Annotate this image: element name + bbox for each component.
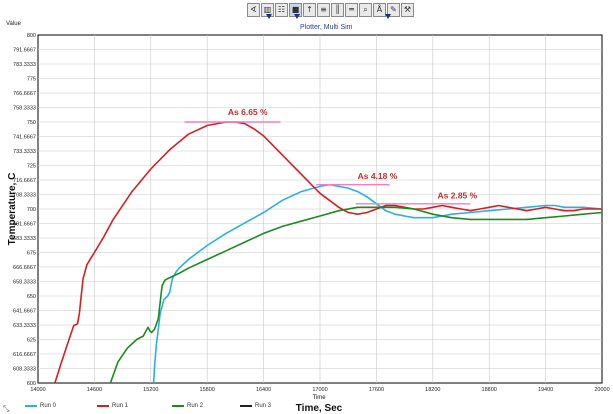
y-tick-label: 616.6667 [13,352,36,358]
y-tick-label: 775 [27,77,36,83]
legend-swatch [240,405,252,407]
toolbar-button-2[interactable]: ☷ [275,3,288,17]
toolbar-button-9[interactable]: Å [373,3,386,17]
toolbar-button-5[interactable]: ≡ [317,3,330,17]
legend-label: Run 2 [187,403,204,409]
x-tick-label: 15800 [200,387,215,393]
legend-item-run-3[interactable]: Run 3 [240,403,271,409]
legend: Run 0 Run 1 Run 2 Run 3 [0,398,613,414]
legend-label: Run 1 [112,403,129,409]
legend-swatch [97,405,109,407]
toolbar-dropdown-arrow-2[interactable] [294,14,300,19]
y-tick-label: 741.6667 [13,135,36,141]
x-tick-label: 19400 [538,387,553,393]
y-tick-label: 608.3333 [13,367,36,373]
y-tick-label: 658.3333 [13,280,36,286]
x-tick-label: 16400 [256,387,271,393]
series-lines [54,121,603,384]
y-tick-label: 725 [27,164,36,170]
y-tick-label: 733.3333 [13,149,36,155]
y-tick-label: 650 [27,294,36,300]
series-line-run-1 [54,121,602,384]
y-tick-label: 783.3333 [13,62,36,68]
legend-swatch [25,405,37,407]
y-tick-label: 633.3333 [13,323,36,329]
x-axis-ticks: 14000 14600 15200 15800 16400 17000 17600 18200… [30,387,609,393]
y-tick-label: 683.3333 [13,236,36,242]
y-tick-label: 800 [27,33,36,39]
plot-title: Plotter, Multi Sim [300,24,353,31]
x-tick-label: 18200 [425,387,440,393]
x-axis-label: Time, Sec [296,403,343,414]
resize-grip-icon[interactable]: ⤡ [3,404,10,413]
y-tick-label: 625 [27,338,36,344]
toolbar-dropdown-arrow-3[interactable] [385,14,391,19]
x-tick-label: 14600 [87,387,102,393]
legend-item-run-2[interactable]: Run 2 [172,403,203,409]
x-tick-label: 18800 [482,387,497,393]
legend-label: Run 3 [255,403,272,409]
x-tick-label: 17000 [312,387,327,393]
x-tick-label: 17600 [369,387,384,393]
legend-item-run-1[interactable]: Run 1 [97,403,128,409]
y-tick-label: 675 [27,251,36,257]
y-tick-label: 641.6667 [13,309,36,315]
toolbar-button-7[interactable]: ═ [345,3,358,17]
y-tick-label: 708.3333 [13,193,36,199]
value-axis-caption: Value [6,21,21,27]
x-tick-label: 14000 [30,387,45,393]
legend-item-run-0[interactable]: Run 0 [25,403,56,409]
y-tick-label: 600 [27,381,36,387]
series-line-run-2 [109,206,603,384]
toolbar-button-0[interactable]: ∢ [247,3,260,17]
y-tick-label: 791.6667 [13,48,36,54]
legend-label: Run 0 [40,403,57,409]
toolbar-button-6[interactable]: ║ [331,3,344,17]
x-axis-label-small: Time [312,395,326,401]
y-tick-label: 758.3333 [13,106,36,112]
y-tick-label: 666.6667 [13,265,36,271]
toolbar-button-4[interactable]: ↑ [303,3,316,17]
annotations: As 6.65 % As 4.18 % As 2.85 % [184,107,478,205]
plot-toolbar: ∢ ▥ ☷ ■ ↑ ≡ ║ ═ ⌕ Å ✎ ⚒ [247,3,414,21]
x-tick-label: 20000 [594,387,609,393]
toolbar-button-11[interactable]: ⚒ [401,3,414,17]
series-line-run-0 [152,183,603,384]
x-tick-label: 15200 [143,387,158,393]
annotation-label-1: As 4.18 % [358,171,398,181]
y-tick-label: 766.6667 [13,91,36,97]
y-tick-label: 700 [27,207,36,213]
y-tick-label: 691.6667 [13,222,36,228]
annotation-label-0: As 6.65 % [228,107,268,117]
toolbar-button-10[interactable]: ✎ [387,3,400,17]
legend-swatch [172,405,184,407]
toolbar-dropdown-arrow-1[interactable] [266,14,272,19]
y-axis-label: Temperature, C [7,173,18,246]
annotation-label-2: As 2.85 % [438,190,478,200]
y-axis-ticks: 600 608.3333 616.6667 625 633.3333 641.6667 65… [13,33,36,387]
y-tick-label: 750 [27,120,36,126]
y-tick-label: 716.6667 [13,178,36,184]
toolbar-button-8[interactable]: ⌕ [359,3,372,17]
